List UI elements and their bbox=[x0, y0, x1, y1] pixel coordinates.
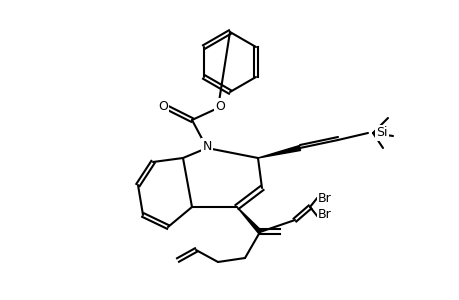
Text: O: O bbox=[215, 100, 224, 112]
Polygon shape bbox=[257, 146, 300, 158]
Text: Si: Si bbox=[375, 127, 386, 140]
Text: Br: Br bbox=[317, 208, 331, 221]
Text: Br: Br bbox=[317, 193, 331, 206]
Text: N: N bbox=[202, 140, 211, 152]
Text: O: O bbox=[158, 100, 168, 112]
Polygon shape bbox=[236, 207, 261, 233]
